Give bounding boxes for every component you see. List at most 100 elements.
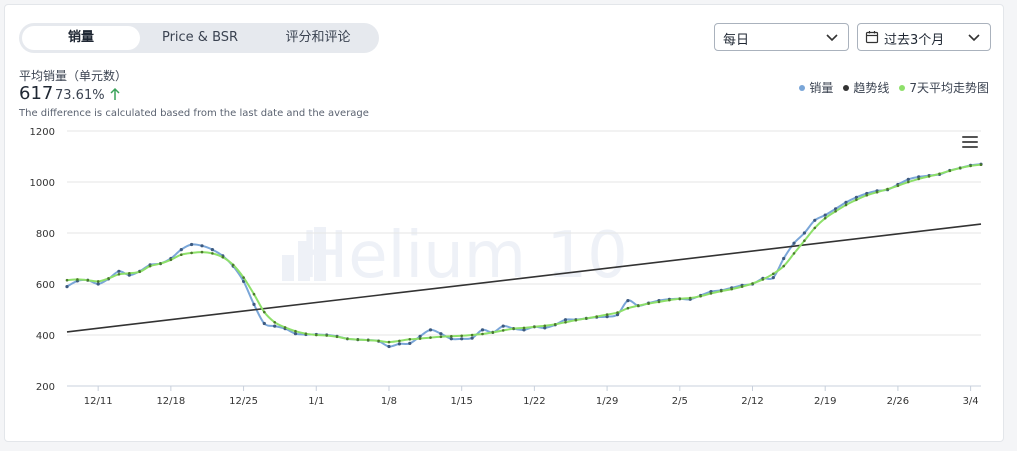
data-point-avg7: [886, 187, 889, 191]
data-point-avg7: [813, 226, 817, 230]
arrow-up-icon: [110, 87, 120, 100]
data-point-avg7: [865, 194, 869, 197]
data-point-sales: [242, 279, 246, 283]
data-point-avg7: [107, 277, 110, 280]
data-point-avg7: [803, 239, 806, 242]
data-point-sales: [802, 231, 807, 235]
data-point-avg7: [283, 326, 287, 329]
data-point-avg7: [387, 340, 391, 344]
x-tick-label: 1/15: [450, 396, 472, 407]
data-point-avg7: [938, 172, 941, 176]
data-point-avg7: [958, 166, 962, 170]
data-point-avg7: [315, 333, 318, 337]
data-point-avg7: [564, 321, 567, 324]
data-point-avg7: [273, 321, 277, 324]
legend-item-7day-avg[interactable]: 7天平均走势图: [899, 79, 989, 96]
data-point-avg7: [346, 337, 349, 341]
data-point-sales: [117, 269, 121, 273]
data-point-avg7: [896, 184, 900, 188]
data-point-avg7: [533, 325, 536, 329]
data-point-sales: [460, 337, 464, 341]
data-point-avg7: [377, 339, 380, 343]
data-point-sales: [210, 248, 214, 252]
data-point-sales: [252, 302, 256, 306]
data-point-avg7: [169, 258, 173, 262]
data-point-avg7: [522, 326, 526, 330]
data-point-sales: [190, 242, 194, 247]
data-point-avg7: [491, 331, 495, 334]
data-point-sales: [428, 328, 433, 332]
data-point-avg7: [356, 338, 360, 341]
data-point-sales: [543, 326, 547, 330]
data-point-avg7: [668, 298, 671, 302]
data-point-sales: [418, 334, 422, 338]
x-tick-label: 1/1: [308, 396, 324, 407]
data-point-avg7: [823, 216, 827, 220]
data-point-sales: [792, 241, 796, 245]
data-point-avg7: [128, 272, 131, 275]
data-point-avg7: [907, 180, 910, 184]
data-point-avg7: [657, 300, 661, 304]
data-point-sales: [501, 324, 505, 328]
tab-ratings-reviews[interactable]: 评分和评论: [285, 30, 351, 45]
data-point-avg7: [553, 323, 557, 326]
data-point-avg7: [979, 163, 983, 166]
data-point-avg7: [481, 332, 484, 336]
data-point-avg7: [148, 264, 152, 268]
date-range-select[interactable]: 过去3个月: [857, 23, 991, 51]
data-point-avg7: [294, 329, 297, 333]
data-point-avg7: [875, 190, 879, 194]
legend-item-trend[interactable]: 趋势线: [843, 79, 889, 96]
tab-sales[interactable]: 销量: [22, 26, 140, 50]
data-point-sales: [844, 200, 848, 204]
data-point-avg7: [647, 302, 650, 305]
x-tick-label: 1/8: [381, 396, 397, 407]
legend-item-sales[interactable]: 销量: [799, 79, 833, 96]
metric-label: 平均销量（单元数）: [19, 69, 128, 83]
data-point-avg7: [637, 304, 640, 308]
data-point-avg7: [470, 333, 474, 337]
legend-label: 7天平均走势图: [909, 81, 989, 95]
data-point-avg7: [263, 310, 266, 314]
data-point-sales: [179, 248, 183, 252]
data-point-avg7: [595, 315, 598, 318]
data-point-avg7: [501, 329, 505, 332]
data-point-avg7: [948, 169, 952, 173]
data-point-sales: [813, 218, 817, 222]
chart-menu-icon[interactable]: [962, 136, 978, 150]
data-point-sales: [408, 341, 412, 345]
metric-note: The difference is calculated based from …: [19, 108, 369, 119]
data-point-avg7: [927, 175, 931, 178]
data-point-avg7: [585, 317, 588, 320]
data-point-avg7: [709, 292, 713, 295]
data-point-avg7: [439, 335, 443, 339]
data-point-sales: [563, 318, 568, 322]
data-point-sales: [96, 282, 100, 286]
data-point-avg7: [855, 198, 858, 202]
data-point-avg7: [366, 338, 370, 342]
data-point-avg7: [751, 282, 754, 285]
sales-line-chart: Helium 10 200 400 600 800 1000 1200 12/11 12/18 1…: [30, 127, 983, 407]
data-point-avg7: [138, 270, 141, 274]
data-point-avg7: [730, 287, 733, 291]
interval-select[interactable]: 每日: [714, 23, 849, 51]
data-point-avg7: [325, 334, 329, 337]
chevron-down-icon: [826, 34, 838, 42]
y-tick-label: 1000: [30, 178, 55, 189]
y-tick-label: 800: [36, 229, 55, 240]
data-point-avg7: [96, 280, 100, 283]
data-point-avg7: [720, 289, 723, 293]
watermark-logo-bar: [314, 227, 326, 281]
data-point-avg7: [543, 324, 547, 328]
tab-price-bsr[interactable]: Price & BSR: [161, 30, 239, 45]
data-point-sales: [782, 256, 786, 261]
data-point-avg7: [117, 273, 121, 276]
data-point-avg7: [450, 335, 453, 338]
data-point-avg7: [398, 339, 401, 343]
legend-label: 销量: [809, 81, 834, 95]
data-point-avg7: [242, 276, 245, 279]
data-point-sales: [823, 213, 827, 217]
x-tick-label: 1/29: [596, 396, 618, 407]
chevron-down-icon: [968, 34, 980, 42]
data-point-avg7: [304, 332, 308, 336]
